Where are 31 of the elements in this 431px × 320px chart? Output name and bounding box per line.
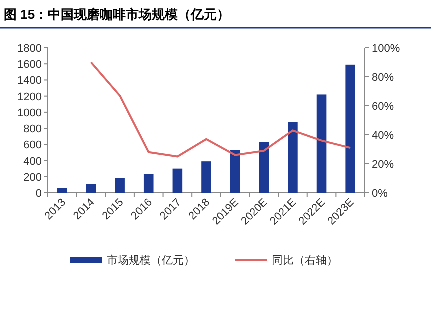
bar xyxy=(202,162,212,193)
bar xyxy=(288,122,298,193)
y2-tick-label: 0% xyxy=(372,188,388,200)
y-tick-label: 1000 xyxy=(18,107,42,120)
legend-label: 市场规模（亿元） xyxy=(107,254,195,267)
y2-tick-label: 60% xyxy=(372,101,394,113)
legend-label: 同比（右轴） xyxy=(272,254,338,267)
bar xyxy=(144,174,154,193)
line-series xyxy=(90,62,352,158)
y-tick-label: 400 xyxy=(24,156,42,168)
y2-tick-label: 40% xyxy=(372,130,394,142)
bar xyxy=(346,64,356,193)
bar xyxy=(58,188,68,193)
y2-tick-label: 20% xyxy=(372,159,394,171)
y-tick-label: 1800 xyxy=(18,43,42,55)
y-tick-label: 600 xyxy=(24,140,42,152)
y-tick-label: 1400 xyxy=(18,75,42,88)
bar xyxy=(86,184,96,193)
bar xyxy=(172,168,183,193)
y-tick-label: 800 xyxy=(24,124,42,136)
bar xyxy=(259,142,270,193)
y-tick-label: 1600 xyxy=(18,59,42,72)
chart-title: 图 15：中国现磨咖啡市场规模（亿元） xyxy=(4,7,230,22)
y-tick-label: 1200 xyxy=(18,91,42,104)
y-tick-label: 200 xyxy=(24,172,42,184)
y-tick-label: 0 xyxy=(36,188,42,200)
bar xyxy=(230,150,240,193)
y2-tick-label: 80% xyxy=(372,72,394,84)
bar xyxy=(115,178,125,193)
y2-tick-label: 100% xyxy=(372,43,400,55)
bar xyxy=(316,94,327,193)
